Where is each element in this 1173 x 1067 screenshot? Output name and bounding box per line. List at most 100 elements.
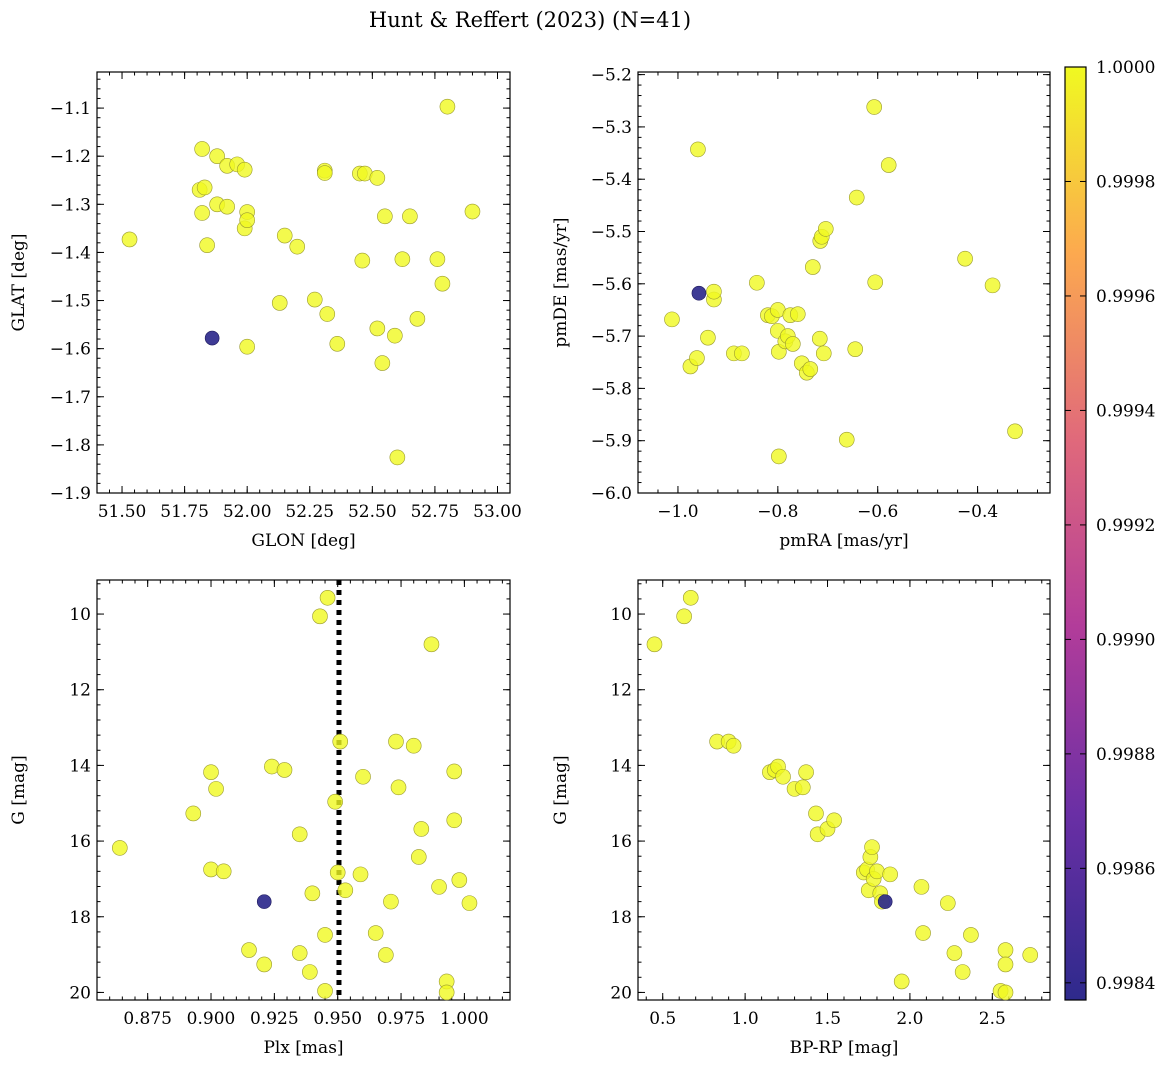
panel-glon-glat: 51.50 51.75 52.00 52.25 52.50 52.75 53.00 −1.1 −… <box>9 71 522 551</box>
y-tick-label: 14 <box>69 756 91 776</box>
colorbar-tick-label: 0.9996 <box>1096 287 1155 307</box>
data-point <box>276 227 293 244</box>
y-tick-label: 18 <box>69 908 91 928</box>
y-tick-label: −5.5 <box>591 223 632 243</box>
data-point <box>402 208 418 225</box>
data-point <box>215 863 232 880</box>
x-tick-label: 1.0 <box>732 1009 759 1029</box>
data-point <box>880 157 897 173</box>
data-point <box>646 636 663 653</box>
data-point <box>239 338 255 355</box>
x-tick-label: 52.75 <box>411 502 460 522</box>
data-point <box>749 274 765 291</box>
data-point <box>241 942 257 958</box>
data-point <box>354 252 371 269</box>
data-point <box>389 449 406 466</box>
y-tick-label: −6.0 <box>591 484 632 504</box>
data-point <box>369 170 386 186</box>
data-point <box>387 327 403 344</box>
data-point <box>940 895 956 911</box>
y-tick-label: 14 <box>610 756 632 776</box>
data-point <box>963 927 979 943</box>
data-point <box>734 345 750 362</box>
data-point <box>957 250 973 267</box>
panel-frame <box>637 579 1051 1001</box>
y-tick-label: 16 <box>69 832 91 852</box>
panel-plx-g: 0.875 0.900 0.925 0.950 0.975 1.000 10 12 14 16 18… <box>9 579 511 1058</box>
y-tick-label: 18 <box>610 908 632 928</box>
data-point <box>409 311 426 327</box>
y-tick-label: −5.4 <box>591 170 632 190</box>
colorbar-tick-label: 0.9988 <box>1096 745 1155 765</box>
data-point <box>219 198 235 215</box>
y-axis-label: GLAT [deg] <box>9 233 29 331</box>
x-tick-label: 0.975 <box>377 1009 426 1029</box>
data-point <box>817 221 834 237</box>
data-point <box>869 863 885 880</box>
data-point <box>706 283 722 300</box>
x-tick-label: 0.950 <box>313 1009 362 1029</box>
data-point <box>319 589 336 606</box>
data-point <box>464 203 481 220</box>
data-point <box>317 927 333 943</box>
data-point <box>664 311 680 328</box>
data-point <box>367 925 384 941</box>
data-point <box>203 764 219 781</box>
data-point <box>327 793 343 810</box>
x-tick-label: −1.0 <box>657 502 698 522</box>
y-tick-label: 10 <box>610 605 632 625</box>
y-tick-label: −5.7 <box>591 327 632 347</box>
data-point-low <box>256 894 272 909</box>
data-point <box>775 768 791 785</box>
colorbar-tick-label: 1.0000 <box>1096 58 1155 78</box>
y-tick-label: −1.8 <box>50 436 91 456</box>
x-tick-label: 53.00 <box>473 502 522 522</box>
data-point <box>194 205 210 221</box>
data-point <box>913 879 930 895</box>
data-point <box>431 879 447 895</box>
data-point <box>794 779 811 796</box>
data-point <box>847 341 864 357</box>
data-point <box>209 148 225 164</box>
y-tick-label: 12 <box>610 681 632 701</box>
data-point <box>676 608 692 625</box>
y-tick-label: −5.8 <box>591 379 632 399</box>
colorbar-tick-label: 0.9984 <box>1096 974 1155 994</box>
data-point-low <box>877 894 893 909</box>
data-point <box>700 329 716 346</box>
panel-frame <box>96 71 511 494</box>
data-point <box>984 277 1001 294</box>
data-point <box>256 956 273 973</box>
data-point <box>121 231 138 248</box>
panel-frame <box>637 71 1051 494</box>
data-point <box>196 179 213 196</box>
y-tick-label: 20 <box>69 983 91 1003</box>
x-tick-label: 0.875 <box>123 1009 172 1029</box>
data-point <box>997 984 1014 1001</box>
data-point <box>410 849 427 865</box>
x-tick-label: 2.0 <box>896 1009 923 1029</box>
data-point <box>352 866 369 883</box>
data-point <box>690 141 706 158</box>
data-point <box>239 212 255 228</box>
colorbar-tick-label: 0.9994 <box>1096 401 1155 421</box>
data-point <box>302 964 318 980</box>
data-point <box>434 275 451 292</box>
colorbar-tick-label: 0.9990 <box>1096 630 1155 650</box>
data-point <box>317 983 333 999</box>
data-point <box>329 864 346 881</box>
data-point <box>997 942 1014 958</box>
data-point <box>804 259 821 275</box>
data-point <box>378 947 394 963</box>
data-point <box>319 306 336 322</box>
y-tick-label: 16 <box>610 832 632 852</box>
data-point <box>893 973 910 990</box>
y-tick-label: −5.3 <box>591 118 632 138</box>
data-point <box>848 189 865 206</box>
data-point <box>826 812 842 829</box>
data-point <box>802 361 819 377</box>
data-point <box>439 98 456 115</box>
data-point <box>413 821 430 837</box>
data-point <box>316 165 333 181</box>
x-tick-label: 1.000 <box>440 1009 489 1029</box>
